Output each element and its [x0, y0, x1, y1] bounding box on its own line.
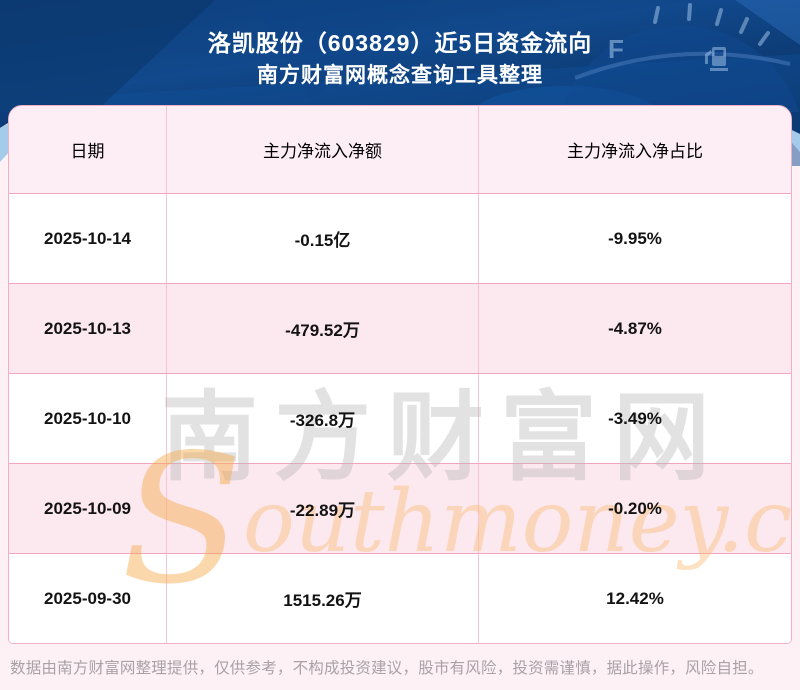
net-inflow-value: -22.89万 — [289, 501, 356, 520]
date-cell: 2025-10-10 — [9, 374, 166, 463]
ratio-value: 12.42% — [606, 588, 664, 608]
column-header-label: 主力净流入净额 — [263, 142, 382, 161]
net-inflow-cell: -326.8万 — [166, 374, 478, 463]
fuel-pump-icon — [705, 47, 728, 71]
column-header-net-inflow-ratio: 主力净流入净占比 — [478, 106, 791, 193]
page-title: 洛凯股份（603829）近5日资金流向 — [207, 30, 593, 56]
fund-flow-table: 日期 主力净流入净额 主力净流入净占比 2025-10-14 -0.15亿 -9… — [8, 105, 792, 644]
table-row: 2025-09-30 1515.26万 12.42% — [9, 553, 791, 643]
disclaimer-text: 数据由南方财富网整理提供，仅供参考，不构成投资建议，股市有风险，投资需谨慎，据此… — [10, 660, 764, 677]
net-inflow-cell: -479.52万 — [166, 284, 478, 373]
table-row: 2025-10-09 -22.89万 -0.20% — [9, 463, 791, 553]
gauge-ticks-icon — [653, 3, 770, 46]
net-inflow-cell: -0.15亿 — [166, 194, 478, 283]
ratio-value: -4.87% — [608, 318, 662, 338]
ratio-cell: -9.95% — [478, 194, 791, 283]
date-cell: 2025-10-13 — [9, 284, 166, 373]
column-header-label: 主力净流入净占比 — [567, 142, 703, 161]
date-cell: 2025-10-09 — [9, 464, 166, 553]
net-inflow-cell: 1515.26万 — [166, 554, 478, 643]
date-value: 2025-10-14 — [44, 228, 131, 248]
page-subtitle: 南方财富网概念查询工具整理 — [257, 64, 543, 87]
disclaimer-bar: 数据由南方财富网整理提供，仅供参考，不构成投资建议，股市有风险，投资需谨慎，据此… — [0, 644, 800, 690]
ratio-cell: -0.20% — [478, 464, 791, 553]
net-inflow-value: -326.8万 — [289, 411, 356, 430]
column-header-net-inflow: 主力净流入净额 — [166, 106, 478, 193]
table-row: 2025-10-13 -479.52万 -4.87% — [9, 283, 791, 373]
net-inflow-cell: -22.89万 — [166, 464, 478, 553]
ratio-cell: -3.49% — [478, 374, 791, 463]
ratio-cell: -4.87% — [478, 284, 791, 373]
ratio-value: -0.20% — [608, 498, 662, 518]
net-inflow-value: -0.15亿 — [294, 231, 351, 250]
table-row: 2025-10-10 -326.8万 -3.49% — [9, 373, 791, 463]
date-value: 2025-10-10 — [44, 408, 131, 428]
date-value: 2025-10-13 — [44, 318, 131, 338]
date-cell: 2025-10-14 — [9, 194, 166, 283]
date-cell: 2025-09-30 — [9, 554, 166, 643]
date-value: 2025-09-30 — [44, 588, 131, 608]
ratio-value: -3.49% — [608, 408, 662, 428]
ratio-cell: 12.42% — [478, 554, 791, 643]
net-inflow-value: 1515.26万 — [283, 591, 362, 610]
net-inflow-value: -479.52万 — [285, 321, 360, 340]
date-value: 2025-10-09 — [44, 498, 131, 518]
table-header-row: 日期 主力净流入净额 主力净流入净占比 — [9, 106, 791, 193]
gauge-full-marker: F — [608, 34, 624, 64]
table-row: 2025-10-14 -0.15亿 -9.95% — [9, 193, 791, 283]
ratio-value: -9.95% — [608, 228, 662, 248]
column-header-date: 日期 — [9, 106, 166, 193]
column-header-label: 日期 — [70, 142, 105, 161]
